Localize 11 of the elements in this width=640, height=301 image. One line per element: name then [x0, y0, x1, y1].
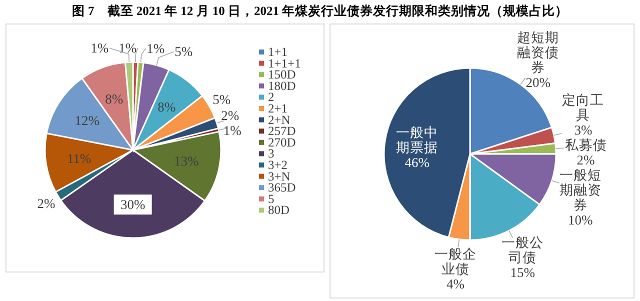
legend-label: 3+2 — [268, 158, 288, 172]
legend-label: 80D — [268, 203, 290, 218]
legend-label: 1+1 — [268, 45, 288, 59]
data-label: 30% — [120, 197, 146, 212]
legend-label: 3+N — [268, 169, 290, 184]
chart-title: 图 7 截至 2021 年 12 月 10 日，2021 年煤炭行业债券发行期限和类别情况（规模占比） — [72, 3, 568, 18]
legend-label: 3 — [268, 146, 274, 161]
legend-label: 2+N — [268, 112, 290, 127]
legend-label: 1+1+1 — [268, 56, 301, 70]
legend-label: 2+1 — [268, 102, 288, 116]
legend-label: 2 — [268, 90, 274, 104]
